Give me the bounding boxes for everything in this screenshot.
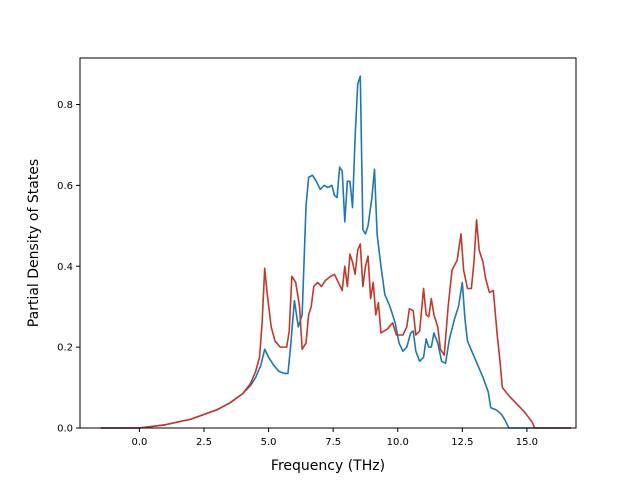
y-tick-label: 0.6 [57,181,73,192]
x-tick-label: 7.5 [325,437,341,448]
x-tick-label: 0.0 [131,437,147,448]
y-axis-ticks: 0.0 0.2 0.4 0.6 0.8 [57,100,80,435]
y-tick-label: 0.0 [57,424,73,435]
x-tick-label: 10.0 [387,437,409,448]
series-line-1 [100,75,571,429]
y-tick-label: 0.4 [57,262,73,273]
plot-frame [79,57,577,429]
x-tick-label: 12.5 [451,437,473,448]
x-axis-label: Frequency (THz) [271,458,385,474]
series-layer [100,75,571,429]
y-tick-label: 0.2 [57,343,73,354]
y-axis-label: Partial Density of States [26,159,42,327]
series-line-2 [100,218,571,429]
plot-area [80,58,576,428]
x-axis-ticks: 0.0 2.5 5.0 7.5 10.0 12.5 15.0 [131,428,538,448]
x-tick-label: 15.0 [516,437,538,448]
y-tick-label: 0.8 [57,100,73,111]
x-tick-label: 2.5 [196,437,212,448]
x-tick-label: 5.0 [261,437,277,448]
